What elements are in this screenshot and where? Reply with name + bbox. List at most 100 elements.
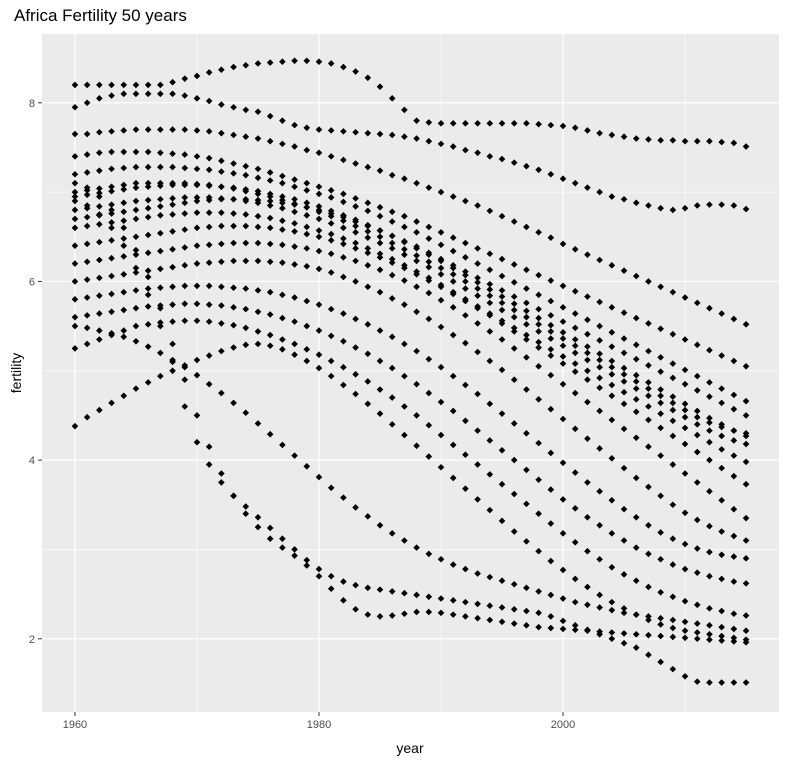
data-point: [169, 340, 176, 348]
data-point: [132, 264, 140, 272]
x-axis-label: year: [396, 740, 424, 756]
data-point: [193, 197, 201, 205]
data-point: [425, 389, 433, 397]
data-point: [608, 635, 616, 643]
data-point: [510, 218, 518, 225]
data-point: [462, 485, 469, 492]
data-point: [608, 371, 616, 378]
data-point: [657, 424, 664, 432]
data-point: [388, 208, 396, 216]
data-point: [218, 157, 225, 165]
data-point: [376, 239, 384, 247]
data-point: [205, 352, 213, 359]
data-point: [449, 143, 457, 150]
data-point: [706, 438, 713, 446]
data-point: [681, 540, 689, 548]
data-point: [193, 95, 201, 102]
data-point: [486, 506, 494, 514]
data-point: [193, 260, 201, 267]
data-point: [742, 639, 750, 646]
data-point: [474, 496, 481, 503]
data-point: [413, 544, 420, 551]
data-point: [315, 126, 323, 133]
data-point: [144, 90, 152, 98]
data-point: [242, 195, 250, 203]
data-point: [645, 392, 652, 400]
data-point: [132, 163, 140, 171]
data-point: [315, 183, 323, 191]
data-point: [303, 187, 311, 194]
data-point: [181, 300, 189, 308]
data-point: [205, 154, 213, 162]
data-point: [510, 313, 518, 321]
data-point: [486, 312, 494, 319]
data-point: [340, 156, 347, 164]
data-point: [181, 376, 189, 383]
data-point: [266, 137, 274, 145]
data-point: [315, 215, 323, 223]
data-point: [608, 530, 616, 537]
data-point: [657, 392, 664, 400]
data-point: [742, 412, 750, 419]
data-point: [693, 299, 701, 307]
data-point: [730, 315, 738, 323]
data-point: [693, 387, 701, 394]
data-point: [193, 194, 201, 201]
data-point: [144, 249, 152, 257]
data-point: [352, 581, 359, 589]
data-point: [352, 203, 359, 210]
data-point: [449, 331, 457, 339]
data-point: [266, 240, 274, 248]
data-point: [340, 310, 347, 317]
data-point: [669, 535, 677, 543]
data-point: [523, 321, 530, 328]
chart-title: Africa Fertility 50 years: [14, 6, 187, 25]
data-point: [181, 282, 189, 290]
data-point: [620, 505, 628, 513]
data-point: [279, 544, 286, 551]
data-point: [510, 306, 518, 314]
data-point: [425, 289, 433, 297]
data-point: [303, 203, 311, 211]
data-point: [632, 644, 640, 651]
data-point: [498, 287, 506, 294]
data-point: [108, 148, 115, 156]
data-point: [498, 299, 506, 307]
data-point: [547, 520, 555, 527]
data-point: [657, 354, 664, 361]
data-point: [303, 346, 311, 353]
data-point: [96, 274, 103, 282]
data-point: [498, 577, 506, 584]
data-point: [559, 459, 567, 467]
data-point: [437, 609, 445, 617]
data-point: [108, 201, 115, 208]
data-point: [425, 608, 433, 616]
data-point: [742, 480, 750, 488]
data-point: [657, 632, 664, 640]
data-point: [157, 372, 164, 380]
data-point: [571, 469, 579, 476]
data-point: [388, 612, 396, 619]
data-point: [120, 90, 128, 98]
data-point: [437, 595, 445, 602]
data-point: [718, 399, 725, 407]
data-point: [108, 92, 115, 99]
data-point: [437, 241, 445, 249]
data-point: [71, 179, 79, 187]
data-point: [83, 324, 91, 332]
data-point: [510, 324, 518, 332]
data-point: [376, 83, 384, 91]
data-point: [742, 627, 750, 635]
data-point: [254, 108, 262, 116]
data-point: [291, 143, 298, 150]
data-point: [474, 427, 481, 434]
data-point: [157, 265, 164, 273]
data-point: [620, 400, 628, 408]
data-point: [559, 353, 567, 360]
data-point: [632, 611, 640, 618]
data-point: [669, 360, 677, 367]
data-point: [169, 195, 176, 202]
data-point: [730, 679, 738, 686]
data-point: [620, 464, 628, 472]
data-point: [706, 572, 713, 580]
